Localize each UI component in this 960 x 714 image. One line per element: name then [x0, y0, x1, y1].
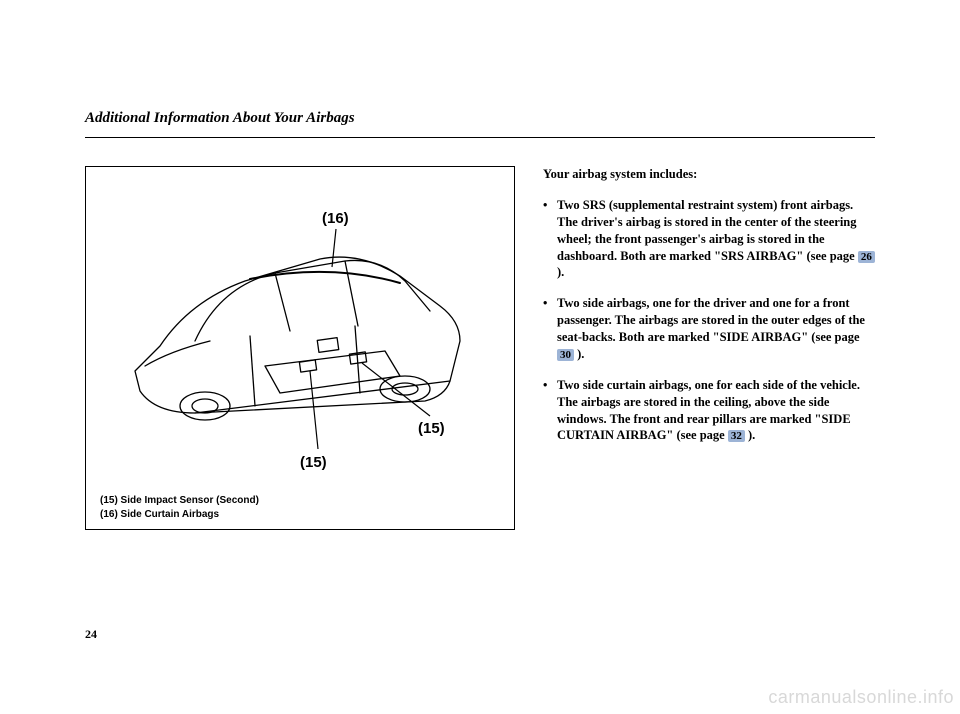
figure-box: (16) (15) (15) (15) Side Impact Sensor (… [85, 166, 515, 530]
text-column: Your airbag system includes: • Two SRS (… [543, 166, 875, 530]
figure-caption: (15) Side Impact Sensor (Second) (16) Si… [100, 494, 500, 521]
bullet-post: ). [557, 265, 564, 279]
caption-line: (15) Side Impact Sensor (Second) [100, 494, 500, 508]
watermark: carmanualsonline.info [768, 687, 954, 708]
bullet-post: ). [574, 347, 584, 361]
bullet-text: Two side curtain airbags, one for each s… [557, 377, 875, 445]
bullet-text: Two side airbags, one for the driver and… [557, 295, 875, 363]
figure-column: (16) (15) (15) (15) Side Impact Sensor (… [85, 166, 515, 530]
page-number: 24 [85, 627, 97, 642]
bullet-pre: Two SRS (supplemental restraint system) … [557, 198, 858, 263]
bullet-mark: • [543, 197, 557, 281]
section-title: Additional Information About Your Airbag… [85, 110, 875, 138]
callout-15-bottom: (15) [300, 454, 327, 471]
bullet-text: Two SRS (supplemental restraint system) … [557, 197, 875, 281]
bullet-pre: Two side airbags, one for the driver and… [557, 296, 865, 344]
intro-text: Your airbag system includes: [543, 166, 875, 183]
page-link[interactable]: 30 [557, 349, 574, 361]
callout-15-right: (15) [418, 420, 445, 437]
bullet-post: ). [745, 428, 755, 442]
page-link[interactable]: 26 [858, 251, 875, 263]
bullet-item: • Two SRS (supplemental restraint system… [543, 197, 875, 281]
bullet-item: • Two side airbags, one for the driver a… [543, 295, 875, 363]
callout-16: (16) [322, 210, 349, 227]
bullet-mark: • [543, 377, 557, 445]
content-row: (16) (15) (15) (15) Side Impact Sensor (… [85, 166, 875, 530]
airbag-diagram: (16) (15) (15) [100, 181, 500, 481]
bullet-mark: • [543, 295, 557, 363]
bullet-pre: Two side curtain airbags, one for each s… [557, 378, 860, 443]
bullet-item: • Two side curtain airbags, one for each… [543, 377, 875, 445]
page-link[interactable]: 32 [728, 430, 745, 442]
caption-line: (16) Side Curtain Airbags [100, 508, 500, 522]
